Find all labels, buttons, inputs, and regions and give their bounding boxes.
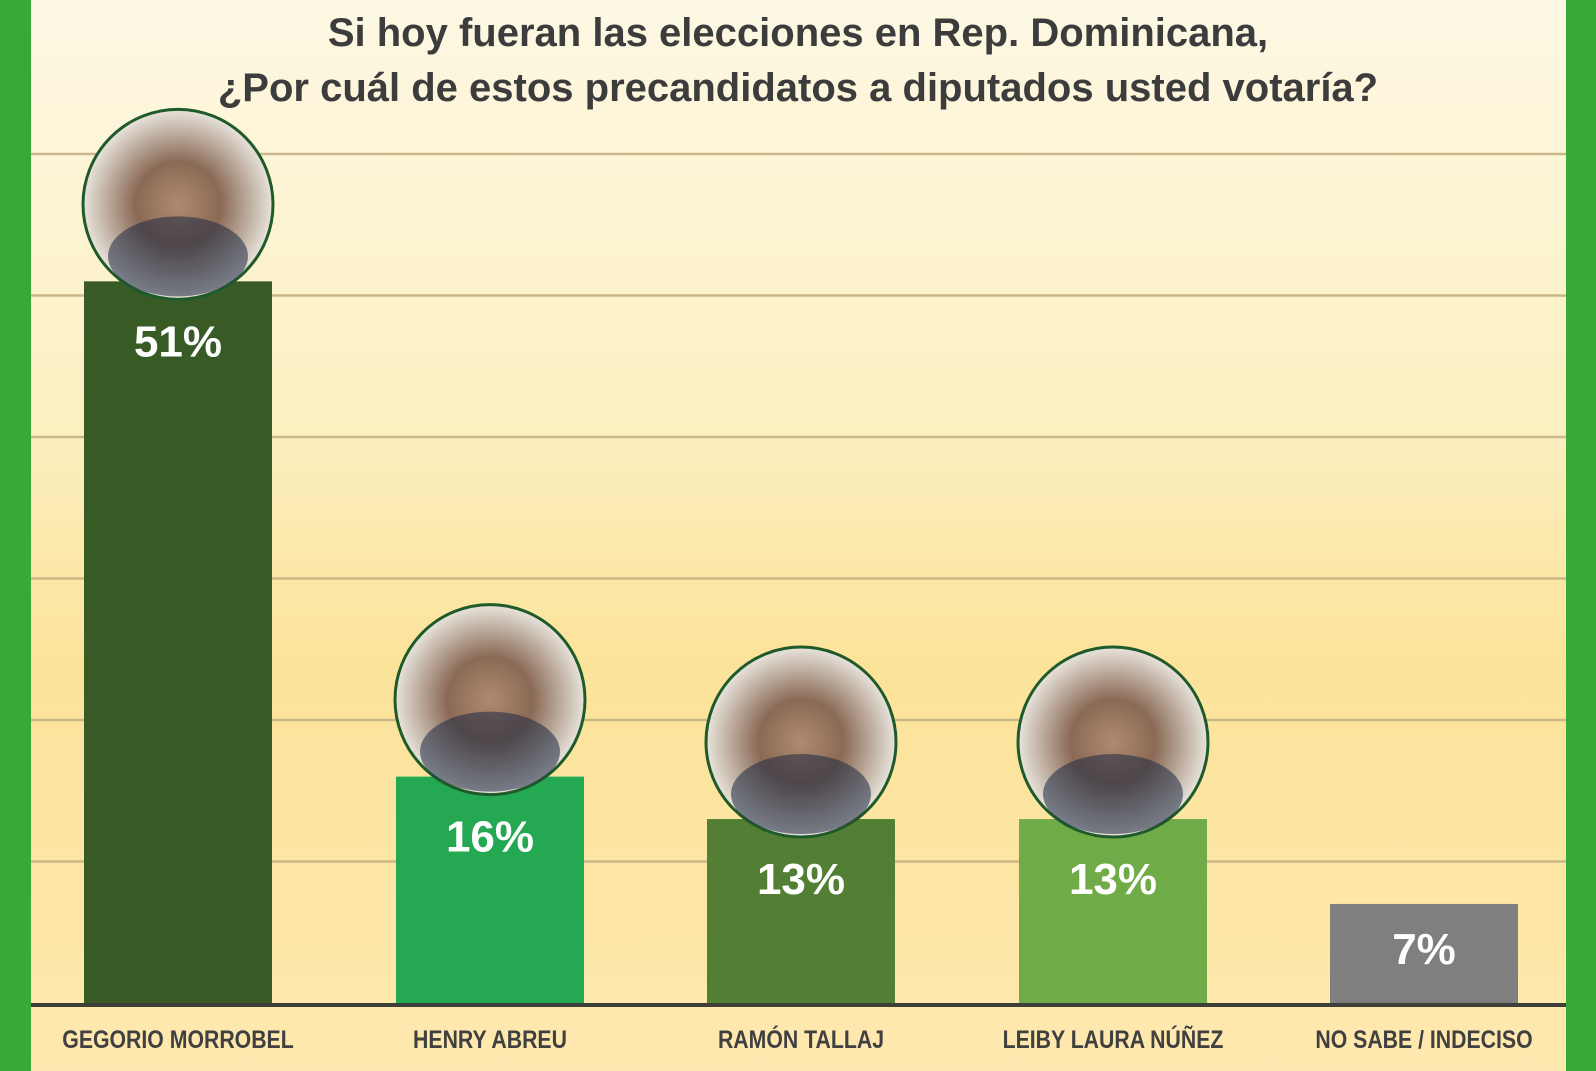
candidate-photo-shoulders (420, 711, 560, 792)
right-border (1566, 0, 1596, 1071)
bar (707, 819, 895, 1003)
bar (1019, 819, 1207, 1003)
title-line-2: ¿Por cuál de estos precandidatos a diput… (217, 66, 1379, 110)
data-label: 13% (757, 855, 845, 904)
left-border (0, 0, 31, 1071)
bar (396, 776, 584, 1003)
chart-title: Si hoy fueran las elecciones en Rep. Dom… (0, 6, 1596, 116)
category-label: RAMÓN TALLAJ (717, 1026, 885, 1054)
data-label: 51% (134, 317, 222, 366)
category-label: HENRY ABREU (413, 1026, 567, 1054)
candidate-photo-shoulders (108, 216, 248, 297)
candidate-photo-shoulders (1043, 754, 1183, 835)
bar (84, 281, 272, 1004)
title-line-1: Si hoy fueran las elecciones en Rep. Dom… (327, 11, 1269, 55)
data-label: 16% (446, 813, 534, 862)
category-label: NO SABE / INDECISO (1315, 1026, 1533, 1054)
data-label: 7% (1392, 925, 1456, 974)
category-label: LEIBY LAURA NÚÑEZ (1002, 1026, 1224, 1054)
data-label: 13% (1069, 855, 1157, 904)
bar (1330, 903, 1518, 1003)
category-label: GEGORIO MORROBEL (62, 1026, 294, 1054)
candidate-photo-shoulders (731, 754, 871, 835)
